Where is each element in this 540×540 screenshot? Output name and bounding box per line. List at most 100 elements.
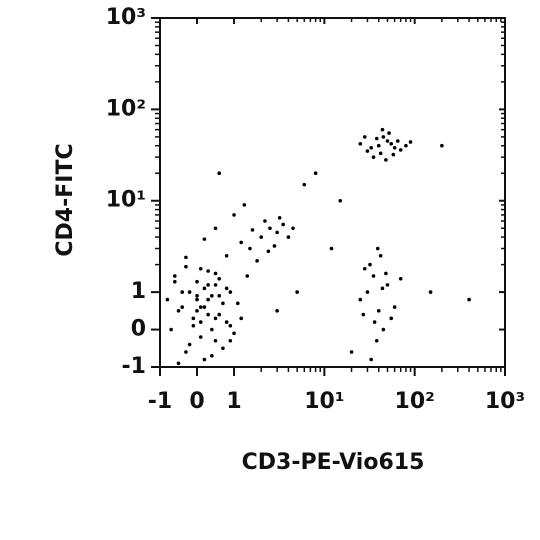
dot <box>380 286 385 291</box>
dot <box>202 357 207 362</box>
dot <box>184 350 188 354</box>
dot <box>391 152 396 157</box>
dot <box>217 276 222 281</box>
dot <box>398 276 403 281</box>
dot <box>385 283 390 287</box>
dot <box>263 219 267 223</box>
dot <box>467 297 471 302</box>
dot <box>173 274 177 278</box>
dot <box>176 309 181 313</box>
dot <box>242 203 247 207</box>
dot <box>228 324 233 328</box>
dot <box>361 312 366 317</box>
dot <box>374 338 379 343</box>
dot <box>281 222 285 227</box>
dot <box>389 316 394 321</box>
dot <box>217 312 222 317</box>
dot <box>371 274 376 278</box>
dot <box>180 290 185 294</box>
dot <box>381 327 386 332</box>
dot <box>371 155 376 159</box>
dot <box>184 264 188 269</box>
dot <box>365 290 370 294</box>
dot <box>202 305 207 309</box>
dot <box>362 135 367 139</box>
x-axis-label: CD3-PE-Vio615 <box>242 450 425 475</box>
dot <box>374 136 379 141</box>
dot <box>392 145 397 150</box>
dot <box>239 316 243 321</box>
dot <box>213 283 218 287</box>
y-tick-label: 10¹ <box>106 188 146 213</box>
dot <box>313 171 318 176</box>
dot <box>191 316 196 321</box>
y-tick-label: 10³ <box>106 5 146 30</box>
y-tick-label: 1 <box>131 279 146 304</box>
dot <box>224 320 229 324</box>
dot <box>221 346 225 351</box>
dot <box>384 158 388 162</box>
dot <box>275 230 279 235</box>
dot <box>378 253 383 258</box>
dot <box>228 290 233 294</box>
y-axis-label: CD4-FITC <box>53 143 78 256</box>
dot <box>349 350 354 354</box>
dot <box>329 246 334 251</box>
dot <box>165 297 170 302</box>
dot <box>248 246 252 251</box>
dot <box>210 294 214 298</box>
dot <box>206 269 210 273</box>
dot <box>213 316 218 321</box>
dot <box>389 141 394 146</box>
dot <box>365 149 370 153</box>
dot <box>195 279 199 284</box>
dot <box>291 226 295 231</box>
dot <box>191 324 196 328</box>
dot <box>210 327 214 332</box>
dot <box>385 139 390 143</box>
y-tick-label: -1 <box>122 354 146 379</box>
dot <box>180 305 185 309</box>
dot <box>372 320 377 324</box>
dot <box>235 301 240 306</box>
dot <box>202 237 207 241</box>
dot <box>408 140 413 144</box>
dot <box>245 274 250 278</box>
dot <box>428 290 433 294</box>
x-tick-label: 10¹ <box>304 389 344 414</box>
dot <box>206 312 210 317</box>
dot <box>387 131 391 135</box>
dot <box>272 244 277 248</box>
x-tick-label: 0 <box>189 389 204 414</box>
x-tick-label: 1 <box>226 389 241 414</box>
dot <box>440 143 444 148</box>
dot <box>224 253 229 258</box>
dot <box>224 286 229 291</box>
dot <box>286 235 291 239</box>
dot <box>338 198 343 203</box>
dot <box>217 171 222 176</box>
dot <box>198 320 203 324</box>
dot <box>198 266 203 271</box>
dot <box>392 305 397 309</box>
dot <box>302 182 307 187</box>
dot <box>259 235 264 239</box>
dot <box>173 279 177 284</box>
x-tick-label: 10³ <box>485 389 525 414</box>
dot <box>375 246 380 251</box>
dot <box>169 327 173 332</box>
dot <box>376 309 381 313</box>
dot <box>381 135 386 139</box>
dot <box>184 255 188 260</box>
dot <box>202 286 207 291</box>
x-tick-label: -1 <box>148 389 172 414</box>
plot-frame <box>159 17 506 368</box>
dot <box>187 342 192 347</box>
dot <box>395 139 400 143</box>
dot <box>398 148 403 152</box>
dot <box>369 145 373 150</box>
dot <box>369 357 373 362</box>
dot <box>384 271 388 276</box>
y-tick-label: 10² <box>106 96 146 121</box>
